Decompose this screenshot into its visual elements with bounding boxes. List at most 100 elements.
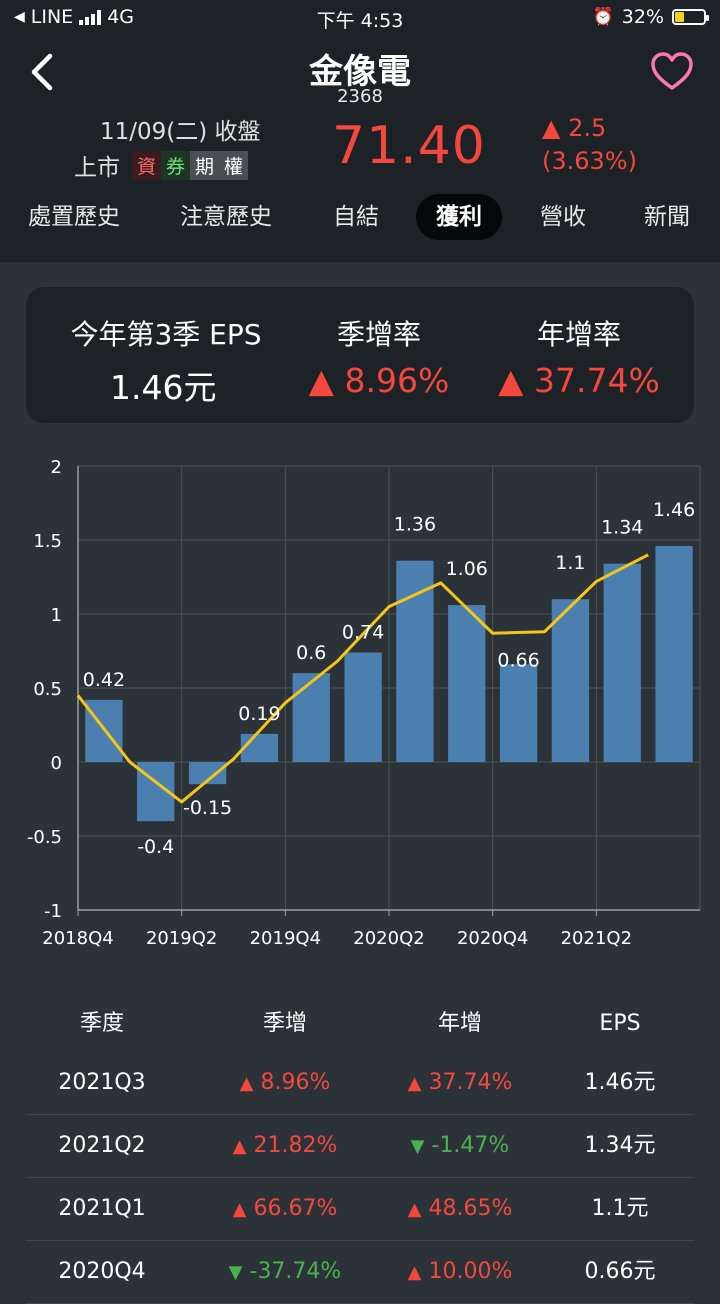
row-qoq: ▲ 21.82% (196, 1115, 374, 1178)
up-triangle-icon: ▲ (407, 1262, 422, 1283)
quarter-value: 2021Q1 (58, 1196, 146, 1221)
row-eps: 1.1元 (546, 1178, 694, 1240)
up-triangle-icon: ▲ (407, 1199, 422, 1220)
price-change: ▲ 2.5 (3.63%) (542, 112, 637, 178)
header-eps: EPS (599, 1011, 641, 1036)
yoy-value: 48.65% (428, 1196, 513, 1221)
eps-summary: 今年第3季 EPS 1.46元 (56, 313, 276, 409)
yoy-value: 37.74% (428, 1070, 513, 1095)
stock-code: 2368 (337, 86, 383, 107)
quarter-value: 2020Q4 (58, 1259, 146, 1284)
y-tick-label: 1 (51, 605, 62, 626)
eps-value: 1.46元 (110, 368, 217, 407)
qoq-value: 21.82% (253, 1133, 338, 1158)
data-label: 1.36 (394, 514, 436, 536)
bar (188, 762, 227, 785)
row-eps: 1.46元 (546, 1052, 694, 1114)
current-price: 71.40 (332, 116, 486, 176)
row-quarter: 2021Q1 (26, 1178, 178, 1240)
row-yoy: ▼ -1.47% (360, 1115, 560, 1178)
header-yoy: 年增 (437, 1011, 482, 1036)
row-qoq: ▼ -37.74% (196, 1241, 374, 1304)
x-tick-label: 2020Q4 (457, 928, 528, 949)
row-quarter: 2021Q2 (26, 1115, 178, 1177)
back-arrow-icon[interactable] (24, 50, 68, 94)
eps-value: 1.1元 (591, 1196, 649, 1221)
up-triangle-icon: ▲ (542, 114, 561, 142)
data-label: 1.34 (601, 517, 643, 539)
qoq-label: 季增率 (336, 318, 421, 351)
x-tick-label: 2019Q2 (146, 928, 217, 949)
up-triangle-icon: ▲ (407, 1073, 422, 1094)
table-row[interactable]: 2021Q3 ▲ 8.96% ▲ 37.74% 1.46元 (26, 1052, 694, 1115)
data-label: 1.1 (555, 552, 585, 574)
y-tick-label: 0.5 (33, 679, 62, 700)
network-label: 4G (107, 6, 135, 28)
y-tick-label: 1.5 (33, 531, 62, 552)
tab-news[interactable]: 新聞 (644, 204, 690, 230)
table-row[interactable]: 2020Q4 ▼ -37.74% ▲ 10.00% 0.66元 (26, 1241, 694, 1304)
yoy-label: 年增率 (536, 318, 621, 351)
row-quarter: 2020Q4 (26, 1241, 178, 1303)
table-body: 2021Q3 ▲ 8.96% ▲ 37.74% 1.46元 2021Q2 ▲ 21.82%… (26, 1052, 694, 1304)
bar (344, 652, 382, 762)
bar (499, 664, 538, 762)
bar (292, 673, 330, 762)
bar (448, 605, 486, 762)
tab-disposal-history[interactable]: 處置歷史 (28, 204, 120, 230)
badge-futures: 期 (190, 150, 220, 180)
row-yoy: ▲ 10.00% (360, 1241, 560, 1304)
data-label: 0.42 (83, 669, 125, 691)
x-tick-label: 2019Q4 (250, 928, 321, 949)
tab-profit[interactable]: 獲利 (416, 194, 502, 240)
yoy-value: 10.00% (428, 1259, 513, 1284)
quarter-value: 2021Q3 (58, 1070, 146, 1095)
tab-attention-history[interactable]: 注意歷史 (180, 204, 272, 230)
bar (603, 563, 641, 762)
battery-icon (672, 9, 709, 25)
yoy-summary: 年增率 ▲ 37.74% (484, 313, 674, 400)
table-header: 季度 季增 年增 EPS (26, 996, 694, 1052)
signal-icon (79, 9, 102, 25)
table-row[interactable]: 2021Q2 ▲ 21.82% ▼ -1.47% 1.34元 (26, 1115, 694, 1178)
tab-self-report[interactable]: 自結 (333, 204, 379, 230)
row-qoq: ▲ 66.67% (196, 1178, 374, 1241)
stock-header: 金像電 2368 11/09(二) 收盤 上市 資 券 期 權 71.40 ▲ … (0, 36, 720, 262)
eps-chart: 2 1.5 1 0.5 0 -0.5 -1 0.42 -0.4 -0.15 0.19 0.6 0.74 1… (27, 457, 701, 949)
battery-percent: 32% (621, 6, 664, 28)
y-tick-label: -1 (44, 901, 62, 922)
header-quarter: 季度 (79, 1011, 124, 1036)
up-triangle-icon: ▲ (239, 1073, 254, 1094)
qoq-value: -37.74% (249, 1259, 342, 1284)
down-triangle-icon: ▼ (228, 1262, 243, 1283)
back-to-app-icon[interactable]: ◀ (14, 9, 25, 25)
badge-margin: 資 (132, 150, 162, 180)
qoq-summary: 季增率 ▲ 8.96% (294, 313, 464, 400)
row-yoy: ▲ 37.74% (360, 1052, 560, 1115)
market-row: 上市 資 券 期 權 (74, 148, 249, 182)
row-qoq: ▲ 8.96% (196, 1052, 374, 1115)
bar (396, 560, 434, 762)
tab-revenue[interactable]: 營收 (540, 204, 586, 230)
change-percent: (3.63%) (542, 147, 637, 175)
qoq-value: 8.96% (344, 361, 450, 400)
bar (655, 545, 693, 762)
data-label: 0.6 (296, 642, 326, 664)
data-label: -0.4 (137, 836, 174, 858)
header-qoq: 季增 (262, 1011, 307, 1036)
quarter-value: 2021Q2 (58, 1133, 146, 1158)
close-date: 11/09(二) 收盤 (100, 119, 261, 145)
data-label: 0.74 (342, 621, 384, 643)
stock-name: 金像電 (309, 52, 411, 92)
status-time: 下午 4:53 (316, 10, 404, 32)
trade-badges: 資 券 期 權 (132, 150, 249, 180)
table-row[interactable]: 2021Q1 ▲ 66.67% ▲ 48.65% 1.1元 (26, 1178, 694, 1241)
row-eps: 0.66元 (546, 1241, 694, 1303)
favorite-heart-icon[interactable] (650, 52, 694, 92)
change-value: 2.5 (568, 114, 607, 142)
row-yoy: ▲ 48.65% (360, 1178, 560, 1241)
eps-value: 0.66元 (584, 1259, 656, 1284)
up-triangle-icon: ▲ (308, 361, 335, 400)
row-eps: 1.34元 (546, 1115, 694, 1177)
x-tick-label: 2018Q4 (42, 928, 113, 949)
